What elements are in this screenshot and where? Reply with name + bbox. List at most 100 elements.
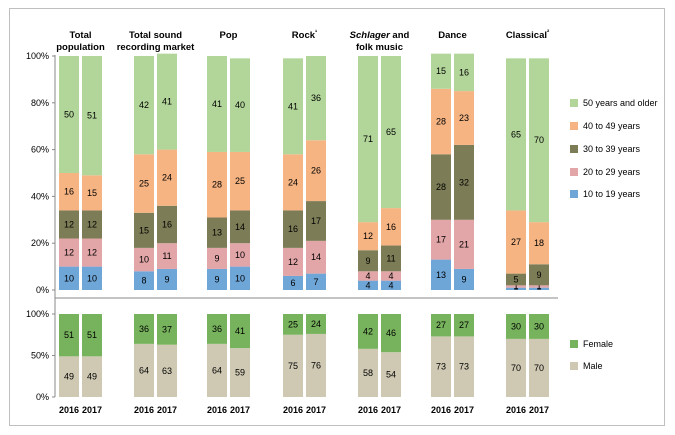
age-data-label: 41 [162, 97, 172, 107]
category-title-text: Total [70, 30, 92, 41]
year-label: 2016 [207, 405, 227, 415]
gender-bar-segment [82, 314, 102, 357]
age-data-label: 65 [511, 129, 521, 139]
age-data-label: 50 [64, 110, 74, 120]
age-bar-segment [230, 151, 250, 211]
age-data-label: 42 [139, 100, 149, 110]
age-bar-segment [230, 58, 250, 152]
y-tick-label: 50% [31, 351, 49, 361]
age-data-label: 10 [87, 273, 97, 283]
age-bar-segment [207, 247, 227, 269]
age-bar-segment [207, 151, 227, 218]
y-tick-label: 100% [26, 51, 49, 61]
age-data-label: 25 [235, 176, 245, 186]
gender-data-label: 58 [363, 368, 373, 378]
age-bar-segment [283, 58, 303, 155]
age-bar-segment [431, 53, 451, 89]
gender-data-label: 63 [162, 366, 172, 376]
age-bar-segment [283, 275, 303, 290]
year-label: 2016 [506, 405, 526, 415]
age-bar-segment [134, 271, 154, 290]
age-data-label: 7 [313, 277, 318, 287]
age-bar-segment [306, 56, 326, 141]
legend-swatch [570, 190, 578, 198]
year-label: 2016 [358, 405, 378, 415]
age-bar-segment [59, 56, 79, 173]
age-bar-segment [82, 175, 102, 211]
year-label: 2017 [454, 405, 474, 415]
gender-bar-segment [431, 336, 451, 397]
age-bar-segment [381, 245, 401, 272]
y-tick-label: 20% [31, 238, 49, 248]
category-title-text: folk music [356, 42, 403, 53]
year-label: 2016 [431, 405, 451, 415]
chart-frame: 0% 20% 40% 60% 80% 100% 0% 50% 100% Total populati… [9, 8, 665, 426]
age-bar-segment [431, 219, 451, 260]
age-data-label: 13 [212, 228, 222, 238]
age-data-label: 51 [87, 111, 97, 121]
legend-label: Female [583, 339, 613, 349]
age-bar-segment [306, 273, 326, 290]
age-bar-segment [157, 53, 177, 150]
age-bar-segment [134, 154, 154, 213]
year-label: 2017 [230, 405, 250, 415]
category-title-text: Classical² [506, 29, 550, 41]
gender-bar-segment [207, 314, 227, 344]
gender-bar-segment [454, 336, 474, 397]
age-data-label: 4 [388, 271, 393, 281]
category-title-text: Schlager and [350, 30, 410, 41]
age-data-label: 5 [513, 274, 518, 284]
age-data-label: 9 [536, 270, 541, 280]
gender-bar-segment [283, 314, 303, 335]
gender-bar-segment [283, 334, 303, 397]
age-data-label: 9 [164, 274, 169, 284]
age-bar-segment [506, 273, 526, 286]
year-label: 2017 [82, 405, 102, 415]
gender-data-label: 76 [311, 360, 321, 370]
age-bar-segment [454, 268, 474, 290]
age-data-label: 27 [511, 237, 521, 247]
gender-data-label: 46 [386, 328, 396, 338]
age-data-label: 17 [311, 216, 321, 226]
age-data-label: 9 [214, 274, 219, 284]
age-bar-segment [454, 144, 474, 220]
gender-data-label: 70 [511, 363, 521, 373]
gender-bar-segment [529, 338, 549, 397]
age-data-label: 4 [365, 271, 370, 281]
age-bar-segment [82, 238, 102, 267]
gender-data-label: 27 [459, 320, 469, 330]
age-bar-segment [529, 222, 549, 265]
age-bar-segment [306, 240, 326, 274]
gender-data-label: 51 [64, 330, 74, 340]
age-data-label: 12 [288, 257, 298, 267]
age-data-label: 24 [162, 173, 172, 183]
age-bar-segment [283, 210, 303, 248]
age-data-label: 16 [288, 224, 298, 234]
age-data-label: 12 [363, 231, 373, 241]
category-title-text: population [56, 42, 105, 53]
age-bar-segment [82, 266, 102, 290]
year-label: 2016 [283, 405, 303, 415]
age-data-label: 14 [311, 252, 321, 262]
age-bar-segment [506, 285, 526, 288]
gender-bar-segment [157, 314, 177, 345]
age-data-label: 15 [139, 225, 149, 235]
category-title-text: Rock¹ [292, 29, 317, 41]
gender-bar-segment [230, 348, 250, 397]
age-data-label: 12 [87, 219, 97, 229]
age-bar-segment [82, 210, 102, 239]
gender-data-label: 75 [288, 361, 298, 371]
legend-swatch [570, 122, 578, 130]
age-bar-segment [207, 268, 227, 290]
age-data-label: 18 [534, 238, 544, 248]
gender-bar-segment [82, 356, 102, 397]
gender-bar-segment [381, 314, 401, 353]
age-bar-segment [82, 56, 102, 176]
age-bar-segment [157, 205, 177, 244]
gender-data-label: 36 [139, 324, 149, 334]
legend-swatch [570, 340, 578, 348]
gender-data-label: 42 [363, 326, 373, 336]
gender-data-label: 64 [139, 365, 149, 375]
gender-data-label: 49 [87, 372, 97, 382]
